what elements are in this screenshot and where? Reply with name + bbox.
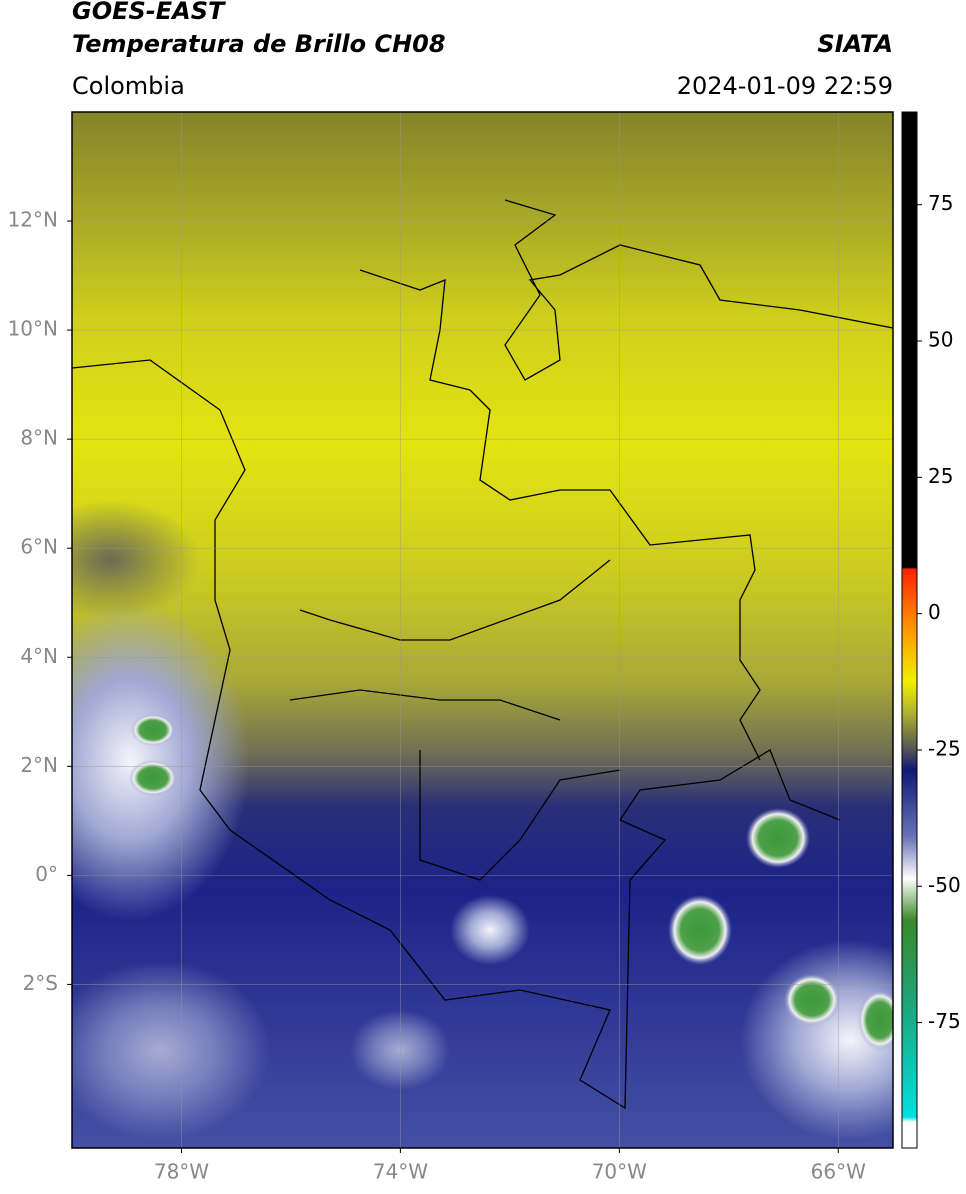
title: GOES-EAST bbox=[72, 0, 226, 25]
colorbar-tick-label: 25 bbox=[928, 464, 953, 488]
colorbar-tick-label: -25 bbox=[928, 736, 961, 760]
colorbar-tick-label: -50 bbox=[928, 873, 961, 897]
lat-tick-label: 2°S bbox=[23, 971, 58, 995]
datetime: 2024-01-09 22:59 bbox=[677, 72, 893, 100]
lat-tick-label: 4°N bbox=[20, 644, 58, 668]
colorbar-tick-label: 0 bbox=[928, 600, 941, 624]
lon-tick-label: 66°W bbox=[811, 1160, 866, 1184]
title: Temperatura de Brillo CH08 bbox=[72, 30, 446, 58]
colorbar-tick-label: 50 bbox=[928, 328, 953, 352]
satellite-image bbox=[72, 112, 893, 1148]
lat-tick-label: 12°N bbox=[8, 208, 58, 232]
lat-tick-label: 8°N bbox=[20, 426, 58, 450]
lat-tick-label: 10°N bbox=[8, 317, 58, 341]
lat-tick-label: 2°N bbox=[20, 753, 58, 777]
colorbar-tick-label: -75 bbox=[928, 1009, 961, 1033]
lon-tick-label: 74°W bbox=[373, 1160, 428, 1184]
colorbar bbox=[901, 111, 918, 1149]
map-frame bbox=[71, 111, 894, 1149]
lat-tick-label: 0° bbox=[35, 862, 58, 886]
source: SIATA bbox=[817, 30, 893, 58]
colorbar-tick-label: 75 bbox=[928, 191, 953, 215]
lon-tick-label: 70°W bbox=[592, 1160, 647, 1184]
grid bbox=[72, 112, 893, 1148]
lat-tick-label: 6°N bbox=[20, 535, 58, 559]
region: Colombia bbox=[72, 72, 185, 100]
lon-tick-label: 78°W bbox=[154, 1160, 209, 1184]
